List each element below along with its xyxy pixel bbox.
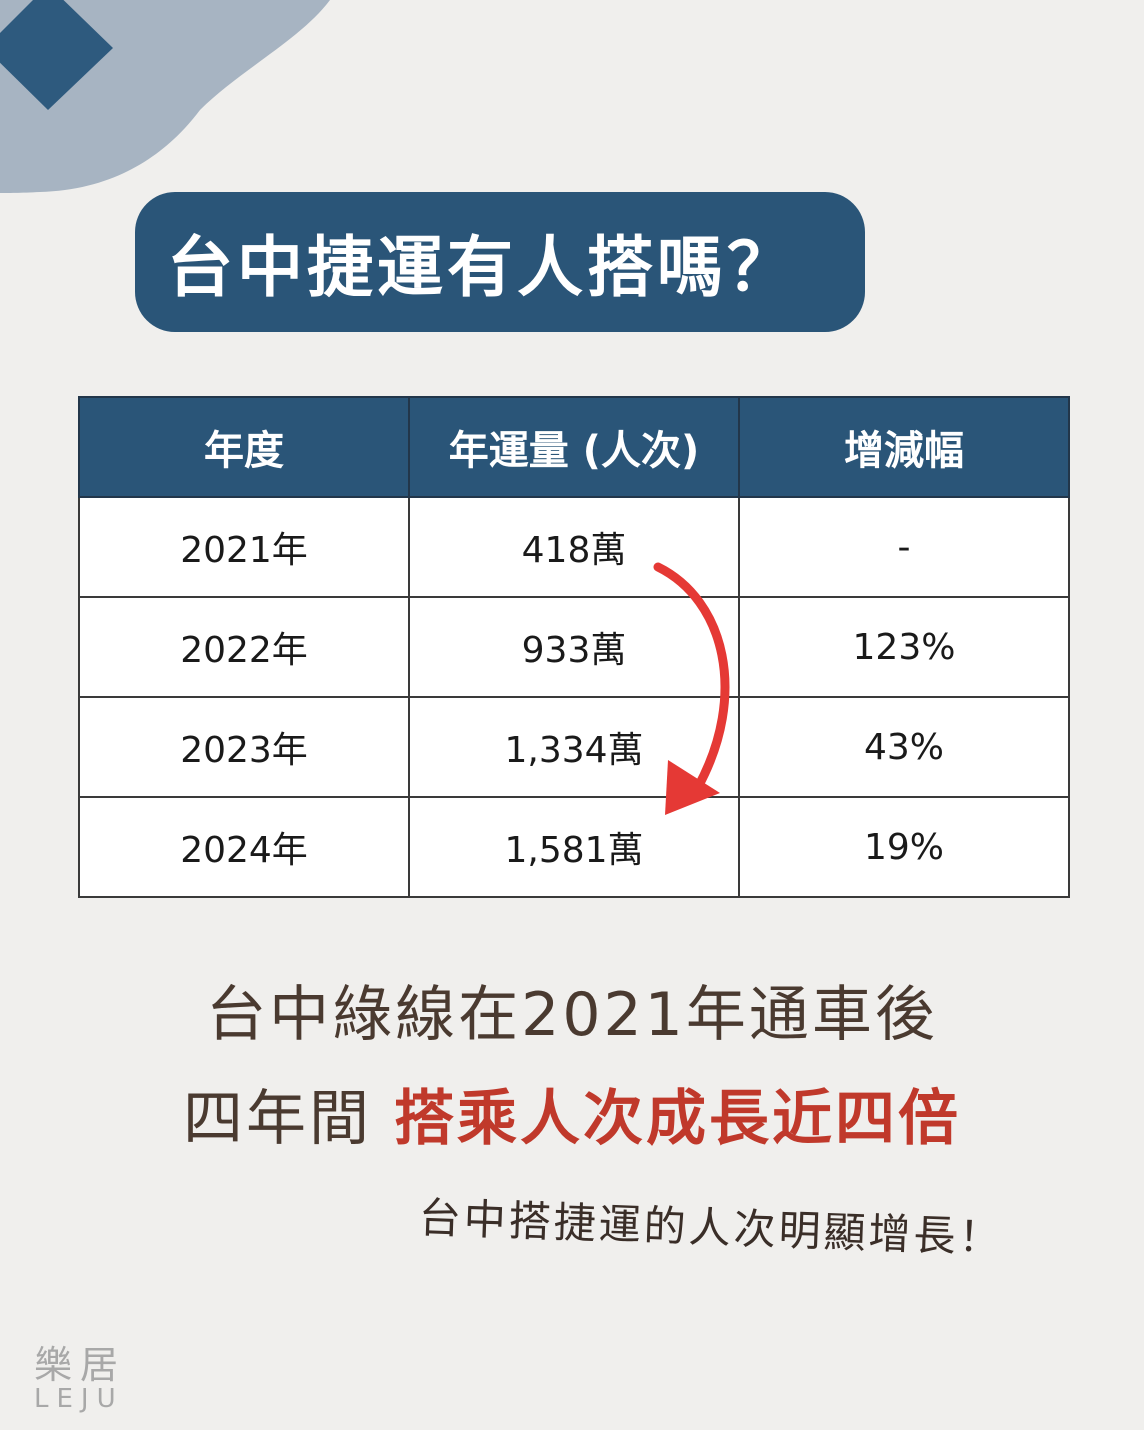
summary-highlight: 搭乘人次成長近四倍: [394, 1084, 962, 1154]
table-row: 2023年 1,334萬 43%: [78, 696, 1070, 798]
page-title: 台中捷運有人搭嗎？: [167, 229, 797, 306]
summary-line-2-plain: 四年間: [182, 1084, 395, 1154]
summary-line-2: 四年間 搭乘人次成長近四倍: [0, 1070, 1144, 1157]
cell-ridership: 933萬: [408, 596, 740, 698]
curved-down-arrow-icon: [653, 562, 730, 815]
summary-line-1: 台中綠線在2021年通車後: [206, 980, 938, 1050]
title-banner: 台中捷運有人搭嗎？: [135, 192, 865, 332]
header-year: 年度: [78, 396, 410, 498]
cell-year: 2022年: [78, 596, 410, 698]
cell-year: 2024年: [78, 796, 410, 898]
cell-year: 2023年: [78, 696, 410, 798]
corner-decoration: [0, 0, 330, 193]
logo-english: LEJU: [34, 1384, 124, 1414]
logo-chinese: 樂居: [34, 1343, 127, 1387]
header-ridership: 年運量 (人次): [408, 396, 740, 498]
diamond-icon: [0, 0, 113, 110]
table-row: 2022年 933萬 123%: [78, 596, 1070, 698]
cell-ridership: 1,581萬: [408, 796, 740, 898]
table-header-row: 年度 年運量 (人次) 增減幅: [78, 396, 1070, 498]
cell-year: 2021年: [78, 496, 410, 598]
table-row: 2024年 1,581萬 19%: [78, 796, 1070, 898]
table-row: 2021年 418萬 -: [78, 496, 1070, 598]
cell-change: -: [738, 496, 1070, 598]
cell-change: 43%: [738, 696, 1070, 798]
header-change: 增減幅: [738, 396, 1070, 498]
ridership-table: 年度 年運量 (人次) 增減幅 2021年 418萬 - 2022年 933萬 …: [78, 396, 1070, 898]
cell-change: 123%: [738, 596, 1070, 698]
handwritten-note: 台中搭捷運的人次明顯增長！: [417, 1192, 1005, 1263]
cell-change: 19%: [738, 796, 1070, 898]
